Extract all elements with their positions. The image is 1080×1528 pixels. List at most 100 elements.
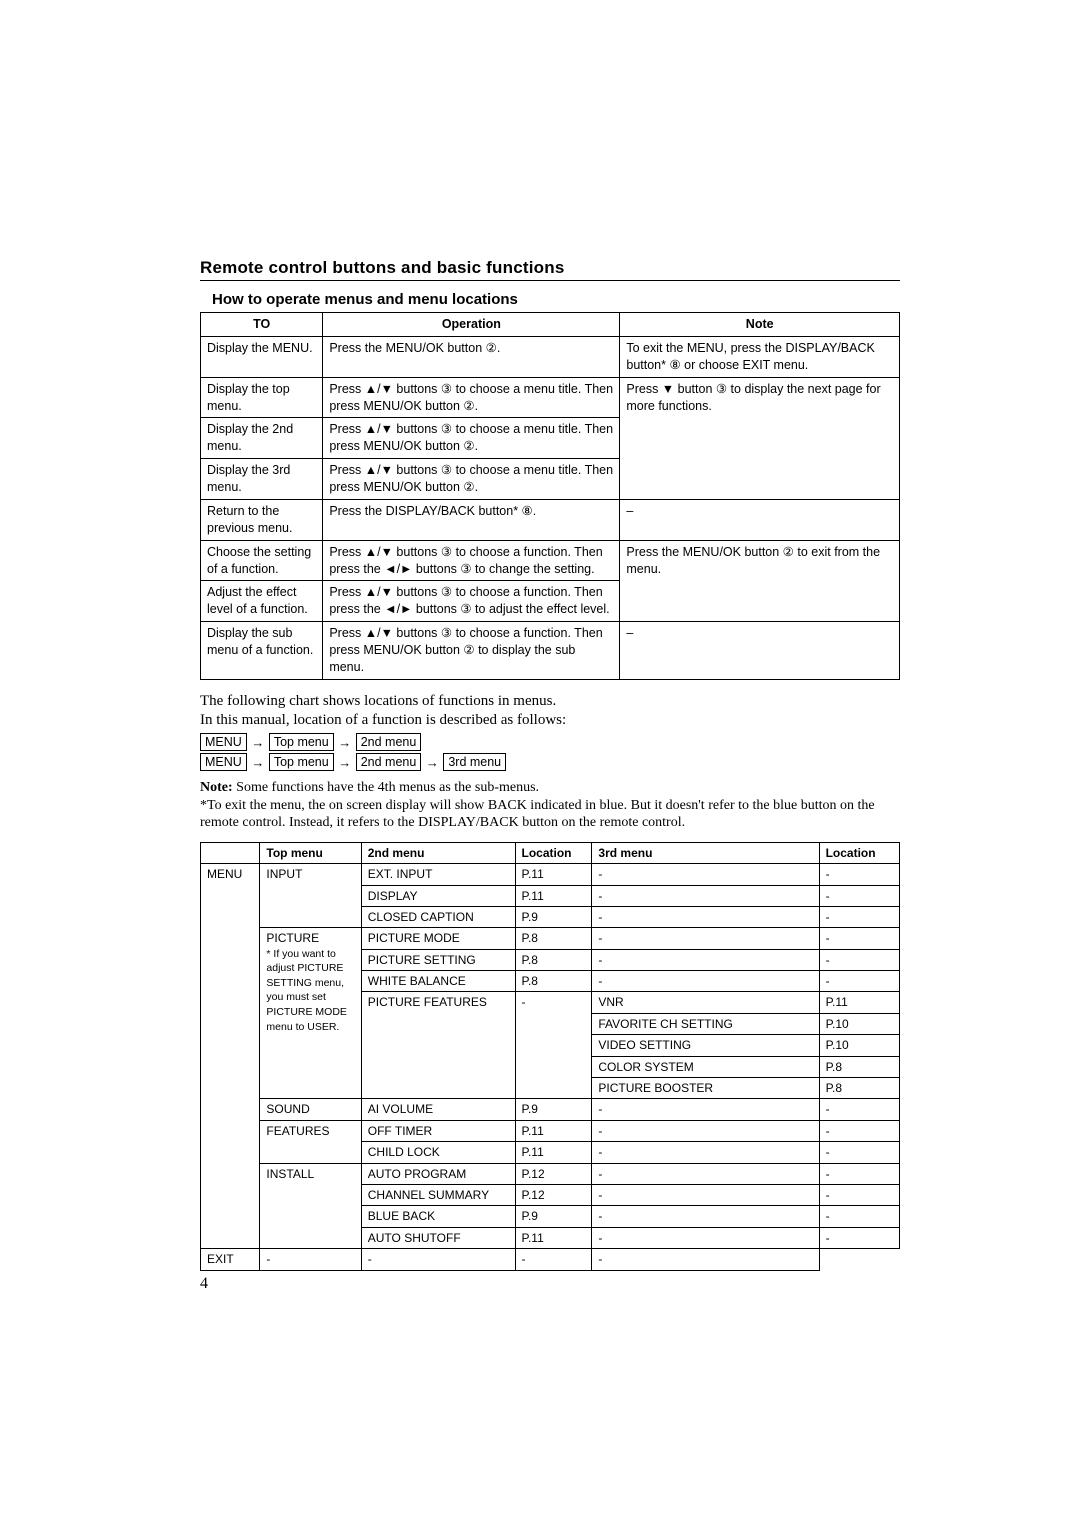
ops-cell: Return to the previous menu.	[201, 499, 323, 540]
loc-header: Location	[515, 842, 592, 863]
loc-cell: P.11	[515, 864, 592, 885]
loc-cell: CLOSED CAPTION	[361, 906, 515, 927]
loc-header: 3rd menu	[592, 842, 819, 863]
loc-cell: -	[819, 971, 899, 992]
loc-header: Top menu	[260, 842, 361, 863]
loc-cell: P.11	[515, 1227, 592, 1248]
ops-cell: –	[620, 499, 900, 540]
ops-cell: To exit the MENU, press the DISPLAY/BACK…	[620, 336, 900, 377]
pathbox-menu: MENU	[200, 733, 247, 751]
loc-cell: -	[819, 906, 899, 927]
ops-cell: Press ▲/▼ buttons ③ to choose a menu tit…	[323, 459, 620, 500]
ops-cell: Display the sub menu of a function.	[201, 622, 323, 680]
ops-cell: Press ▲/▼ buttons ③ to choose a function…	[323, 540, 620, 581]
loc-cell: P.10	[819, 1013, 899, 1034]
loc-cell: -	[592, 949, 819, 970]
menu-path-1: MENU → Top menu → 2nd menu	[200, 733, 900, 751]
ops-cell: Press ▲/▼ buttons ③ to choose a menu tit…	[323, 377, 620, 418]
pathbox-second: 2nd menu	[356, 753, 422, 771]
loc-cell: MENU	[201, 864, 260, 1249]
loc-header: Location	[819, 842, 899, 863]
note-block: Note: Some functions have the 4th menus …	[200, 779, 900, 832]
loc-cell: -	[819, 1099, 899, 1120]
loc-header	[201, 842, 260, 863]
loc-cell: -	[260, 1249, 361, 1270]
section-title: Remote control buttons and basic functio…	[200, 258, 900, 281]
ops-cell: Press ▼ button ③ to display the next pag…	[620, 377, 900, 418]
pathbox-second: 2nd menu	[356, 733, 422, 751]
ops-header-note: Note	[620, 313, 900, 337]
loc-cell: -	[592, 864, 819, 885]
loc-cell: WHITE BALANCE	[361, 971, 515, 992]
loc-cell: COLOR SYSTEM	[592, 1056, 819, 1077]
loc-cell: SOUND	[260, 1099, 361, 1120]
ops-cell: Display the 2nd menu.	[201, 418, 323, 459]
loc-cell: BLUE BACK	[361, 1206, 515, 1227]
loc-cell: -	[819, 1142, 899, 1163]
loc-cell: -	[592, 971, 819, 992]
loc-cell: -	[592, 1206, 819, 1227]
ops-header-operation: Operation	[323, 313, 620, 337]
loc-cell: P.8	[515, 949, 592, 970]
loc-header: 2nd menu	[361, 842, 515, 863]
ops-cell: Press ▲/▼ buttons ③ to choose a function…	[323, 581, 620, 622]
loc-cell: VIDEO SETTING	[592, 1035, 819, 1056]
ops-cell: Press ▲/▼ buttons ③ to choose a menu tit…	[323, 418, 620, 459]
loc-cell: P.9	[515, 906, 592, 927]
loc-cell: P.8	[515, 971, 592, 992]
loc-cell: -	[819, 885, 899, 906]
loc-cell: -	[819, 1185, 899, 1206]
loc-cell: P.8	[819, 1078, 899, 1099]
loc-cell: P.11	[515, 1142, 592, 1163]
arrow-icon: →	[423, 755, 441, 770]
loc-cell: AI VOLUME	[361, 1099, 515, 1120]
ops-cell	[620, 418, 900, 459]
loc-cell: VNR	[592, 992, 819, 1013]
note-line1: Some functions have the 4th menus as the…	[233, 780, 539, 795]
intro-line1: The following chart shows locations of f…	[200, 692, 900, 711]
loc-cell: -	[515, 992, 592, 1099]
loc-cell: EXT. INPUT	[361, 864, 515, 885]
loc-cell: OFF TIMER	[361, 1120, 515, 1141]
loc-cell: P.9	[515, 1206, 592, 1227]
loc-cell: -	[361, 1249, 515, 1270]
arrow-icon: →	[249, 755, 267, 770]
loc-cell: AUTO PROGRAM	[361, 1163, 515, 1184]
loc-cell: P.12	[515, 1163, 592, 1184]
loc-cell: -	[592, 1120, 819, 1141]
loc-cell: -	[819, 949, 899, 970]
loc-cell: INPUT	[260, 864, 361, 928]
arrow-icon: →	[249, 735, 267, 750]
loc-cell: -	[592, 1163, 819, 1184]
loc-cell: -	[592, 1142, 819, 1163]
loc-cell: FEATURES	[260, 1120, 361, 1163]
loc-cell: -	[819, 1120, 899, 1141]
loc-cell: -	[592, 1099, 819, 1120]
locations-table: Top menu 2nd menu Location 3rd menu Loca…	[200, 842, 900, 1271]
loc-cell: PICTURE * If you want to adjust PICTURE …	[260, 928, 361, 1099]
arrow-icon: →	[336, 735, 354, 750]
loc-cell: -	[592, 928, 819, 949]
ops-cell	[620, 581, 900, 622]
pathbox-top: Top menu	[269, 733, 334, 751]
loc-cell: P.12	[515, 1185, 592, 1206]
page-number: 4	[200, 1275, 900, 1293]
loc-cell: P.11	[819, 992, 899, 1013]
loc-cell: -	[592, 1249, 819, 1270]
loc-cell: -	[592, 1185, 819, 1206]
loc-cell: P.8	[819, 1056, 899, 1077]
loc-cell: -	[592, 906, 819, 927]
ops-cell: Press the MENU/OK button ②.	[323, 336, 620, 377]
ops-cell: Choose the setting of a function.	[201, 540, 323, 581]
note-line2: *To exit the menu, the on screen display…	[200, 798, 875, 831]
loc-cell: EXIT	[201, 1249, 260, 1270]
note-label: Note:	[200, 780, 233, 795]
ops-header-to: TO	[201, 313, 323, 337]
operations-table: TO Operation Note Display the MENU. Pres…	[200, 312, 900, 680]
loc-cell: -	[819, 864, 899, 885]
loc-cell: P.9	[515, 1099, 592, 1120]
loc-cell: PICTURE FEATURES	[361, 992, 515, 1099]
loc-cell: CHANNEL SUMMARY	[361, 1185, 515, 1206]
loc-cell: -	[819, 1206, 899, 1227]
loc-cell: AUTO SHUTOFF	[361, 1227, 515, 1248]
